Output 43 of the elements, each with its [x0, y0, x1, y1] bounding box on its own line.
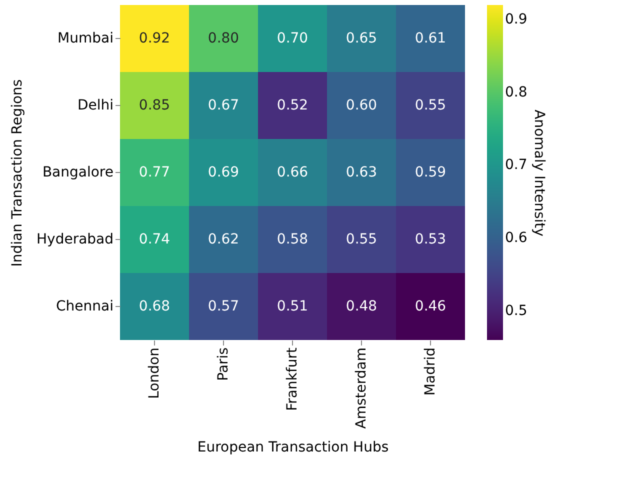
color-bar-label: 0.8: [505, 84, 528, 100]
x-tick-label: Amsterdam: [354, 348, 370, 429]
y-tick-label: Hyderabad: [36, 232, 114, 248]
data-label: 0.70: [276, 30, 308, 46]
data-label: 0.85: [138, 98, 170, 114]
y-tick-label: Chennai: [56, 298, 114, 314]
data-label: 0.67: [208, 98, 240, 114]
data-label: 0.65: [346, 30, 378, 46]
data-label: 0.53: [414, 232, 446, 248]
data-label: 0.80: [208, 30, 240, 46]
color-bar-label: 0.7: [505, 157, 528, 174]
data-label: 0.55: [346, 232, 378, 248]
data-label: 0.68: [138, 298, 170, 314]
x-tick-label: Madrid: [422, 348, 438, 396]
data-label: 0.60: [346, 98, 378, 114]
x-tick-label: Frankfurt: [284, 347, 300, 411]
data-label: 0.66: [276, 164, 308, 180]
y-tick-label: Delhi: [77, 98, 114, 114]
data-label: 0.63: [346, 164, 378, 180]
color-bar-title: Anomaly Intensity: [531, 110, 547, 236]
color-bar-label: 0.6: [505, 230, 528, 246]
data-label: 0.74: [138, 232, 170, 248]
data-label: 0.55: [414, 98, 446, 114]
data-label: 0.59: [414, 164, 446, 180]
data-label: 0.52: [276, 98, 308, 114]
data-label: 0.58: [276, 232, 308, 248]
color-bar-label: 0.9: [505, 12, 528, 28]
data-label: 0.57: [208, 298, 240, 314]
y-tick-label: Bangalore: [42, 164, 114, 180]
data-label: 0.69: [208, 164, 240, 180]
data-label: 0.61: [414, 30, 446, 46]
x-tick-label: London: [146, 348, 162, 399]
y-tick-label: Mumbai: [58, 30, 114, 46]
data-label: 0.62: [208, 232, 240, 248]
data-label: 0.77: [138, 164, 170, 180]
data-label: 0.48: [346, 298, 378, 314]
x-axis-title: European Transaction Hubs: [197, 440, 389, 456]
y-axis-title: Indian Transaction Regions: [10, 79, 26, 267]
color-bar-label: 0.5: [505, 302, 528, 319]
data-label: 0.92: [138, 30, 170, 46]
data-label: 0.51: [276, 298, 308, 314]
x-tick-label: Paris: [216, 348, 232, 381]
data-label: 0.46: [414, 298, 446, 314]
